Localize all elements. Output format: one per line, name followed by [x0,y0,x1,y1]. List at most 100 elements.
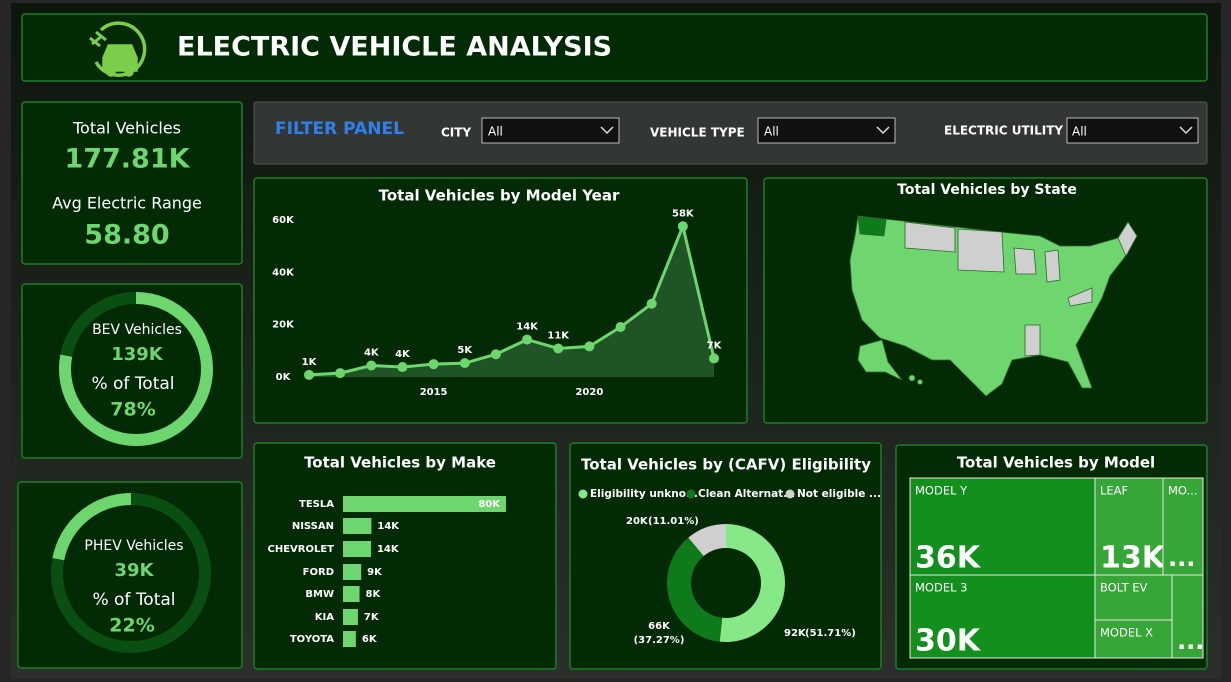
percent-label: (51.71%) [805,628,856,639]
line [308,221,716,377]
filter-label: VEHICLE TYPE [650,126,745,140]
y-tick-label: 0K [276,372,292,383]
data-label: 7K [707,340,723,351]
point [366,360,377,371]
category-label: TOYOTA [290,634,334,645]
x-tick-label: 2015 [420,387,448,398]
cell-value: 30K [915,624,982,659]
bar [343,496,506,512]
bar [343,631,356,647]
cell-label: MO... [1168,484,1197,498]
category-label: TESLA [299,499,334,510]
data-label: 4K [395,349,411,360]
y-tick-label: 20K [272,320,295,331]
category-label: CHEVROLET [267,544,334,555]
dropdown-value[interactable]: All [488,125,503,139]
data-label: 58K [672,208,695,219]
treemap-cell [1094,619,1173,659]
kpi-label: % of Total [91,374,174,394]
cell-value: 13K [1100,541,1167,576]
treemap-cell [909,477,1096,576]
filter-title: FILTER PANEL [275,119,404,139]
cell-label: BOLT EV [1100,581,1148,595]
legend-label: Eligibility unkno... [590,488,698,500]
point [584,341,595,352]
kpi-value: 22% [109,615,154,637]
kpi-label: PHEV Vehicles [84,538,183,554]
category-label: NISSAN [292,521,334,532]
filter-label: ELECTRIC UTILITY [944,124,1063,138]
bar [343,586,360,602]
point [709,353,719,364]
ring-arc [52,493,132,561]
area [309,226,714,377]
treemap-cell [909,574,1096,659]
ev-icon [89,21,147,77]
data-label: 14K [516,322,539,333]
data-label: 5K [457,345,473,356]
dropdown[interactable]: All [757,117,896,144]
cell-label: MODEL Y [915,484,968,498]
x-tick-label: 2020 [575,387,603,398]
legend-label: Clean Alternat... [698,488,795,500]
cell-label: LEAF [1100,484,1128,498]
kpi-card [21,101,243,265]
kpi-value: 39K [115,560,155,581]
point [522,334,533,345]
ring-arc [59,292,213,446]
legend-swatch [686,489,696,499]
legend-swatch [785,489,795,499]
dropdown-value[interactable]: All [764,125,779,139]
legend-swatch [578,489,588,499]
kpi-label: Avg Electric Range [52,194,202,213]
data-label: 80K [478,499,501,510]
dropdown-value[interactable]: All [1072,125,1087,139]
bar [343,518,372,534]
data-label: 8K [366,589,382,600]
chart-panel [569,442,882,670]
point [428,359,439,370]
dashboard-title: ELECTRIC VEHICLE ANALYSIS [177,32,612,63]
chart-title: Total Vehicles by Model Year [379,187,620,205]
cell-value: ... [1168,544,1195,572]
kpi-value: 177.81K [64,144,190,175]
filter-label: CITY [441,126,471,140]
us-map [849,215,1138,397]
chart-title: Total Vehicles by Model [957,454,1155,472]
dropdown[interactable]: All [481,117,620,144]
point [490,349,501,360]
category-label: FORD [303,567,334,578]
data-label: 6K [362,634,378,645]
donut-slice [719,524,786,642]
point [304,369,314,380]
chart-title: Total Vehicles by State [897,182,1077,198]
dropdown[interactable]: All [1066,117,1199,144]
bar [343,564,362,580]
data-label: 9K [367,567,383,578]
kpi-label: BEV Vehicles [92,322,182,338]
y-tick-label: 60K [272,215,295,226]
treemap-cell [1171,574,1204,659]
y-tick-label: 40K [272,267,295,278]
kpi-label: % of Total [92,590,175,610]
point [397,362,408,373]
data-label: 7K [364,612,380,623]
point [335,368,346,379]
point [677,221,688,232]
data-label: 20K [626,516,649,527]
data-label: 66K [648,621,671,632]
kpi-value: 58.80 [84,220,169,251]
point [553,343,564,354]
data-label: 4K [364,347,380,358]
data-label: 14K [377,544,400,555]
chart-title: Total Vehicles by Make [304,454,496,472]
bar [343,609,358,625]
cell-label: MODEL X [1100,626,1153,640]
donut-slice [688,524,726,557]
data-label: 92K [784,628,807,639]
data-label: 14K [377,521,400,532]
kpi-value: 78% [110,399,155,421]
bar [343,541,371,557]
cell-label: MODEL 3 [915,581,967,595]
